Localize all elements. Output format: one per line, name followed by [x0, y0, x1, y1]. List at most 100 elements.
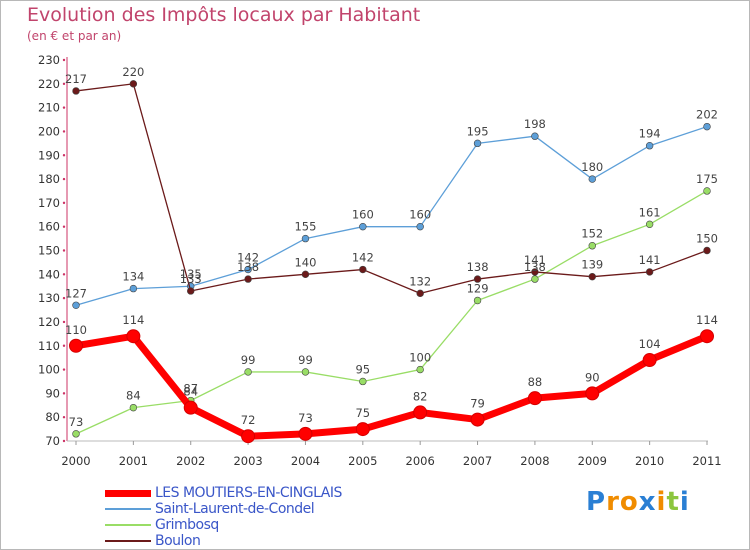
data-point — [187, 287, 195, 295]
data-label: 175 — [696, 172, 718, 186]
y-tick-label: 180 — [38, 172, 60, 186]
logo-letter: t — [666, 487, 680, 517]
data-point — [359, 222, 367, 231]
x-tick-label: 2000 — [61, 454, 90, 468]
logo-letter: P — [586, 487, 607, 517]
data-label: 95 — [355, 362, 370, 376]
legend-swatch — [105, 524, 151, 526]
data-point — [413, 405, 428, 420]
data-point — [183, 400, 198, 415]
data-label: 150 — [696, 232, 718, 246]
data-point — [359, 265, 367, 274]
x-tick-label: 2011 — [692, 454, 721, 468]
y-tick — [62, 58, 66, 62]
y-tick — [62, 249, 66, 252]
data-label: 138 — [237, 260, 259, 274]
y-tick — [62, 225, 66, 228]
legend-swatch — [105, 540, 151, 542]
data-label: 141 — [639, 253, 661, 267]
x-tick-label: 2009 — [578, 454, 607, 468]
legend-label: Grimbosq — [155, 517, 219, 533]
y-tick-label: 110 — [38, 339, 60, 353]
data-point — [645, 142, 654, 150]
data-point — [129, 284, 138, 293]
data-point — [703, 246, 711, 255]
data-label: 100 — [409, 351, 431, 365]
data-point — [588, 242, 596, 250]
y-tick — [62, 130, 66, 133]
data-point — [355, 422, 370, 437]
data-label: 75 — [355, 406, 370, 420]
data-point — [244, 265, 252, 274]
data-point — [642, 353, 657, 368]
y-tick-label: 100 — [38, 363, 60, 377]
data-point — [301, 270, 310, 279]
data-label: 132 — [409, 274, 431, 288]
data-label: 73 — [298, 411, 313, 425]
y-tick-label: 220 — [38, 77, 60, 91]
chart-title: Evolution des Impôts locaux par Habitant — [27, 4, 421, 26]
data-label: 79 — [470, 397, 485, 411]
proxiti-logo: Proxiti — [586, 487, 690, 517]
y-tick — [62, 154, 66, 157]
data-label: 73 — [69, 415, 84, 429]
data-label: 90 — [585, 370, 600, 384]
data-label: 72 — [241, 413, 256, 427]
data-label: 198 — [524, 117, 546, 131]
data-point — [298, 426, 313, 441]
data-point — [72, 430, 80, 438]
data-point — [470, 412, 485, 427]
y-tick — [62, 201, 66, 205]
y-tick-label: 80 — [45, 410, 60, 424]
y-tick — [62, 106, 66, 109]
legend-label: Boulon — [155, 533, 201, 549]
y-tick-label: 130 — [38, 291, 60, 305]
data-point — [645, 220, 654, 229]
data-label: 142 — [237, 251, 259, 265]
data-point — [72, 87, 80, 95]
data-point — [69, 338, 83, 353]
y-tick — [62, 273, 66, 276]
x-tick-label: 2002 — [176, 454, 205, 468]
x-tick-label: 2003 — [233, 454, 262, 468]
data-label: 99 — [241, 353, 256, 367]
data-point — [129, 80, 138, 88]
data-label: 134 — [122, 270, 144, 284]
data-label: 180 — [581, 160, 603, 174]
data-point — [241, 429, 256, 444]
data-label: 88 — [528, 375, 543, 389]
y-tick-label: 120 — [38, 315, 60, 329]
data-label: 138 — [524, 260, 546, 274]
data-point — [359, 377, 367, 386]
series-line — [75, 190, 708, 435]
data-point — [703, 122, 711, 131]
data-point — [416, 289, 424, 298]
data-point — [416, 222, 424, 231]
data-label: 160 — [409, 208, 431, 222]
data-label: 141 — [524, 253, 546, 267]
data-label: 195 — [467, 124, 489, 138]
logo-letter: i — [679, 487, 690, 517]
data-point — [645, 268, 654, 276]
y-tick — [62, 296, 66, 300]
data-point — [585, 386, 600, 401]
y-tick — [62, 344, 66, 347]
y-tick — [62, 439, 66, 443]
data-point — [588, 175, 596, 183]
data-point — [301, 234, 310, 243]
legend-swatch — [105, 489, 151, 497]
data-label: 104 — [639, 337, 661, 351]
data-point — [473, 139, 482, 148]
data-label: 133 — [180, 272, 202, 286]
legend-label: Saint-Laurent-de-Condel — [155, 501, 315, 517]
data-label: 152 — [581, 227, 603, 241]
data-label: 161 — [639, 205, 661, 219]
y-tick-label: 210 — [38, 101, 60, 115]
data-label: 142 — [352, 251, 374, 265]
data-point — [531, 275, 539, 283]
logo-letter: r — [606, 487, 620, 517]
y-tick-label: 170 — [38, 196, 60, 210]
logo-letter: i — [656, 487, 667, 517]
data-label: 99 — [298, 353, 313, 367]
